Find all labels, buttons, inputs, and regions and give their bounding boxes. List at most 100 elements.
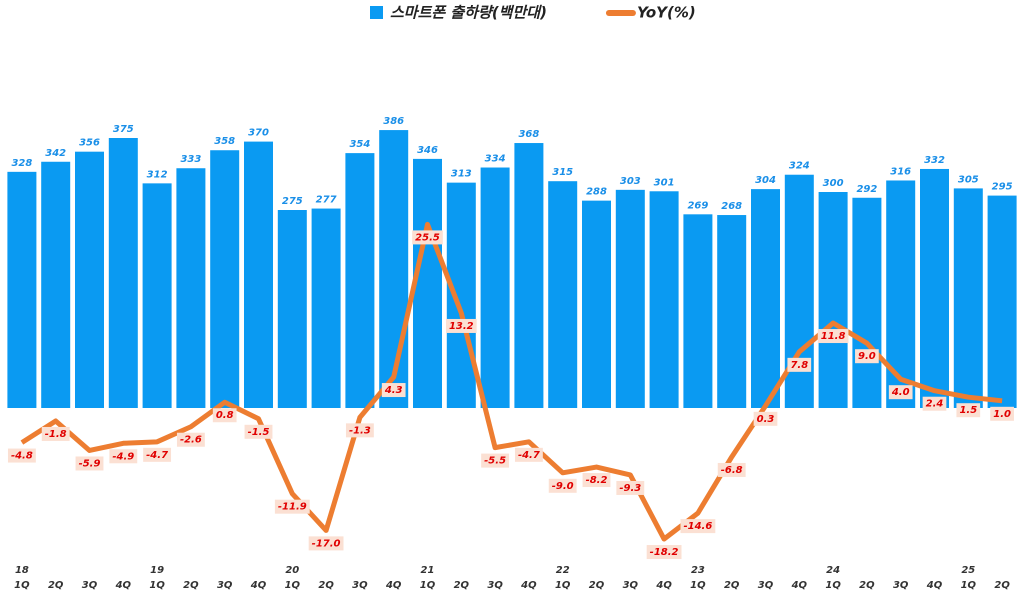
line-label-box: [412, 230, 443, 245]
line-value-label: -1.8: [41, 426, 70, 441]
line-label-box: [308, 536, 344, 551]
bar-value-label: 301: [654, 177, 675, 188]
line-label-box: [143, 447, 172, 462]
x-tick-label: 1Q: [420, 580, 436, 591]
line-label-box: [7, 448, 36, 463]
line-label-text: -9.0: [552, 481, 574, 492]
x-tick-label: 3Q: [758, 580, 774, 591]
line-label-text: 13.2: [449, 321, 474, 332]
x-tick-label: 3Q: [623, 580, 639, 591]
x-tick-label: 3Q: [217, 580, 233, 591]
bar: [683, 214, 713, 408]
bar: [582, 200, 611, 408]
x-year-label: 18: [15, 565, 29, 576]
line-label-text: 1.0: [993, 409, 1011, 420]
bar: [277, 210, 307, 408]
x-year-label: 24: [826, 565, 840, 576]
bar-value-label: 300: [823, 178, 844, 189]
bar: [7, 171, 37, 408]
bar-value-label: 288: [586, 187, 607, 198]
bar-value-label: 354: [349, 139, 370, 150]
line-value-label: -5.9: [75, 456, 104, 471]
line-label-text: 2.4: [926, 399, 944, 410]
bar-value-label: 370: [248, 128, 269, 139]
line-value-label: -11.9: [274, 499, 310, 514]
line-label-box: [481, 453, 510, 468]
line-label-text: 4.3: [384, 385, 403, 396]
x-tick-label: 1Q: [14, 580, 30, 591]
line-value-label: 4.3: [381, 383, 406, 398]
bar: [142, 183, 172, 408]
line-value-label: 11.8: [817, 329, 849, 344]
bar: [345, 153, 375, 408]
bar: [920, 168, 949, 408]
x-tick-label: 2Q: [48, 580, 64, 591]
line-label-text: -17.0: [312, 538, 341, 549]
bar: [818, 192, 848, 408]
bar-value-label: 305: [958, 174, 979, 185]
x-tick-label: 4Q: [520, 580, 537, 591]
line-label-text: -1.8: [45, 429, 67, 440]
line-label-box: [616, 480, 645, 495]
x-tick-label: 3Q: [893, 580, 909, 591]
bar-value-label: 295: [992, 182, 1013, 193]
bar: [379, 130, 409, 408]
x-tick-label: 2Q: [318, 580, 334, 591]
x-tick-label: 4Q: [385, 580, 402, 591]
line-value-label: -4.7: [514, 447, 543, 462]
x-year-label: 20: [285, 565, 299, 576]
line-value-label: -6.8: [717, 462, 746, 477]
line-value-label: -8.2: [582, 473, 611, 488]
x-year-label: 19: [150, 565, 164, 576]
line-value-label: 9.0: [855, 349, 879, 364]
x-tick-label: 1Q: [285, 580, 301, 591]
line-value-label: 0.8: [212, 408, 237, 423]
line-label-box: [922, 396, 947, 411]
line-value-label: -9.3: [616, 480, 645, 495]
x-tick-label: 2Q: [859, 580, 875, 591]
line-value-label: 25.5: [412, 230, 443, 245]
line-value-label: 0.3: [753, 411, 778, 426]
line-value-label: -4.7: [143, 447, 172, 462]
bar-value-label: 334: [485, 154, 506, 165]
x-tick-label: 4Q: [791, 580, 808, 591]
bar: [514, 143, 544, 409]
legend-label: YoY(%): [637, 4, 696, 22]
line-value-label: 2.4: [922, 396, 947, 411]
bar: [210, 150, 240, 409]
bar-value-label: 324: [789, 161, 810, 172]
bar: [108, 138, 138, 408]
bar: [751, 189, 780, 408]
line-label-text: 11.8: [821, 331, 846, 342]
line-value-label: 1.5: [956, 403, 981, 418]
line-label-box: [381, 383, 406, 398]
bar: [717, 215, 747, 408]
line-label-text: -4.9: [112, 451, 134, 462]
line-label-box: [274, 499, 310, 514]
line-label-text: -6.8: [721, 465, 743, 476]
bar-value-label: 268: [721, 201, 742, 212]
line-label-text: -18.2: [650, 547, 679, 558]
line-label-text: -5.9: [79, 458, 101, 469]
line: [20, 221, 1003, 542]
bar-value-label: 312: [147, 169, 168, 180]
line-value-label: -4.8: [7, 448, 36, 463]
bar: [987, 195, 1017, 408]
x-tick-label: 1Q: [555, 580, 571, 591]
line-value-label: -17.0: [308, 536, 344, 551]
x-tick-label: 1Q: [825, 580, 841, 591]
legend-swatch: [370, 6, 383, 19]
bar-value-label: 269: [687, 200, 708, 211]
line-label-text: 7.8: [790, 360, 808, 371]
x-tick-label: 3Q: [82, 580, 98, 591]
line-label-text: 0.8: [216, 410, 234, 421]
line-label-box: [956, 403, 981, 418]
x-tick-label: 2Q: [454, 580, 470, 591]
x-year-label: 22: [556, 565, 570, 576]
line-label-box: [75, 456, 104, 471]
bar: [176, 168, 206, 408]
bar-value-label: 375: [113, 124, 134, 135]
line-label-text: -4.7: [146, 450, 168, 461]
bar-value-label: 292: [856, 184, 877, 195]
line-value-label: -1.3: [345, 423, 374, 438]
